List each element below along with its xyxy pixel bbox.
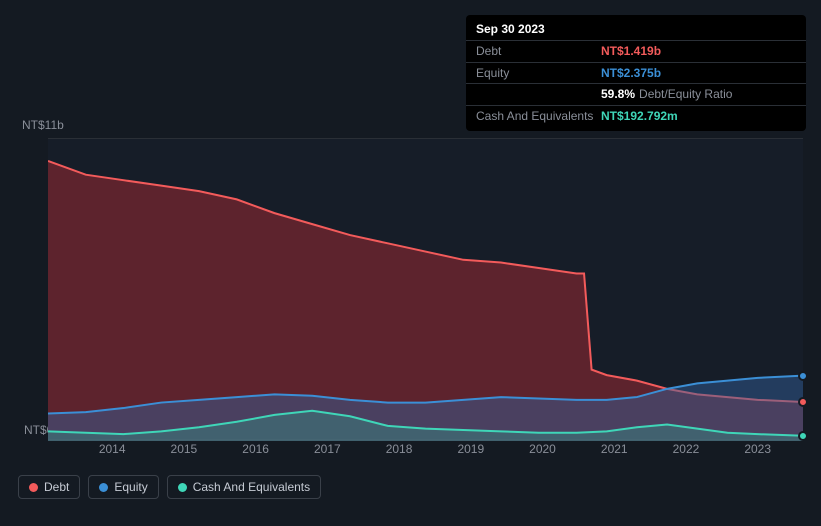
x-tick: 2023 bbox=[744, 442, 771, 456]
tooltip-label: Equity bbox=[476, 65, 601, 82]
tooltip-value: 59.8% Debt/Equity Ratio bbox=[601, 86, 732, 103]
legend-label: Debt bbox=[44, 480, 69, 494]
legend-item-debt[interactable]: Debt bbox=[18, 475, 80, 499]
x-tick: 2017 bbox=[314, 442, 341, 456]
legend-label: Cash And Equivalents bbox=[193, 480, 310, 494]
legend-swatch bbox=[178, 483, 187, 492]
tooltip-label bbox=[476, 86, 601, 103]
x-tick: 2021 bbox=[601, 442, 628, 456]
x-tick: 2018 bbox=[386, 442, 413, 456]
tooltip-value: NT$1.419b bbox=[601, 43, 661, 60]
x-tick: 2022 bbox=[673, 442, 700, 456]
series-endpoint bbox=[798, 431, 808, 441]
series-endpoint bbox=[798, 371, 808, 381]
legend-item-equity[interactable]: Equity bbox=[88, 475, 158, 499]
x-tick: 2019 bbox=[457, 442, 484, 456]
chart-tooltip: Sep 30 2023 Debt NT$1.419b Equity NT$2.3… bbox=[466, 15, 806, 131]
chart-legend: Debt Equity Cash And Equivalents bbox=[18, 475, 321, 499]
tooltip-date: Sep 30 2023 bbox=[476, 21, 545, 38]
tooltip-row-equity: Equity NT$2.375b bbox=[466, 63, 806, 85]
legend-item-cash[interactable]: Cash And Equivalents bbox=[167, 475, 321, 499]
tooltip-value: NT$2.375b bbox=[601, 65, 661, 82]
x-tick: 2014 bbox=[99, 442, 126, 456]
x-axis: 2014 2015 2016 2017 2018 2019 2020 2021 2022 2023 bbox=[48, 442, 803, 462]
tooltip-row-debt: Debt NT$1.419b bbox=[466, 41, 806, 63]
legend-swatch bbox=[99, 483, 108, 492]
tooltip-label: Debt bbox=[476, 43, 601, 60]
x-tick: 2020 bbox=[529, 442, 556, 456]
y-axis-max-label: NT$11b bbox=[22, 118, 64, 132]
ratio-value: 59.8% bbox=[601, 87, 635, 101]
series-endpoint bbox=[798, 397, 808, 407]
x-tick: 2016 bbox=[242, 442, 269, 456]
tooltip-row-ratio: 59.8% Debt/Equity Ratio bbox=[466, 84, 806, 106]
debt-equity-chart[interactable]: NT$11b NT$0 2014201520162017201820192020… bbox=[18, 120, 803, 490]
legend-swatch bbox=[29, 483, 38, 492]
ratio-sublabel: Debt/Equity Ratio bbox=[639, 87, 732, 101]
legend-label: Equity bbox=[114, 480, 147, 494]
plot-area[interactable] bbox=[48, 138, 803, 440]
x-tick: 2015 bbox=[171, 442, 198, 456]
